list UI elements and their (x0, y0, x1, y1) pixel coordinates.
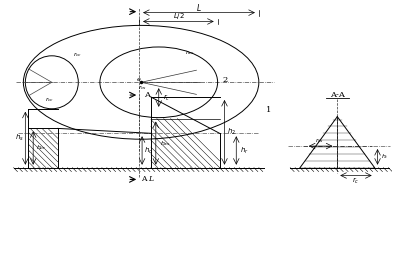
Text: $h_r$: $h_r$ (240, 145, 248, 156)
Text: $h_s$: $h_s$ (15, 133, 24, 143)
Text: $h_2$: $h_2$ (227, 127, 236, 138)
Text: $r_{cs}$: $r_{cs}$ (315, 136, 324, 145)
Text: $h_{as}$: $h_{as}$ (160, 139, 171, 148)
Text: $h_{br}$: $h_{br}$ (36, 144, 46, 152)
Text: A: A (144, 91, 150, 99)
Text: 1: 1 (266, 106, 271, 114)
Text: $r_{cs}$: $r_{cs}$ (139, 83, 148, 92)
Text: A: A (141, 175, 147, 183)
Text: $e$: $e$ (136, 76, 142, 83)
Text: $r_{cc}$: $r_{cc}$ (72, 50, 82, 59)
Text: $r_{cc}$: $r_{cc}$ (45, 95, 55, 104)
Text: A-A: A-A (330, 91, 345, 99)
Text: $L/2$: $L/2$ (173, 10, 184, 21)
Text: $r_c$: $r_c$ (163, 93, 170, 103)
Text: $r_c$: $r_c$ (352, 176, 360, 186)
Text: $h_t$: $h_t$ (381, 152, 388, 161)
Text: $h_c$: $h_c$ (145, 145, 154, 156)
Text: L: L (148, 175, 153, 183)
Text: 2: 2 (223, 76, 228, 84)
Text: $r_{as}$: $r_{as}$ (185, 48, 195, 57)
Text: $L$: $L$ (196, 2, 202, 13)
